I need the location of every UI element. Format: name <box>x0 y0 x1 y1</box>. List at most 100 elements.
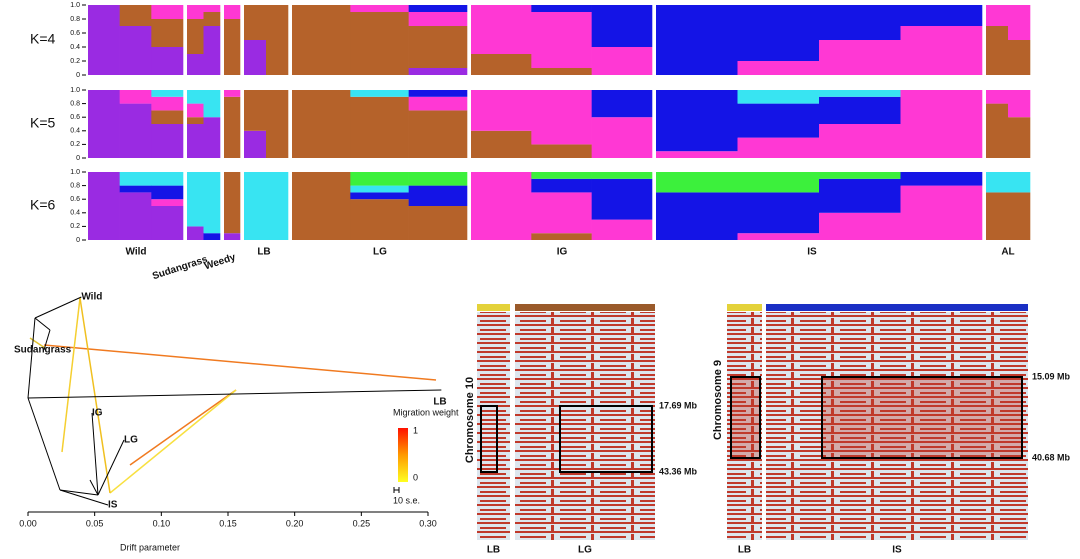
tree-branch <box>89 479 99 496</box>
tree-branch <box>27 317 36 399</box>
ancestry-segment <box>244 130 267 158</box>
ancestry-segment <box>350 185 409 193</box>
ancestry-segment <box>591 117 653 158</box>
tree-branch <box>34 296 82 319</box>
tip-label: LG <box>124 435 138 446</box>
y-tick-label: 0.6 <box>70 196 80 203</box>
chromosome-label: Chromosome 10 <box>464 377 476 463</box>
ancestry-segment <box>591 47 653 75</box>
migration-arrow <box>29 337 46 349</box>
ancestry-segment <box>151 96 184 111</box>
ancestry-segment <box>187 19 204 54</box>
group-bar <box>477 304 510 311</box>
ancestry-segment <box>531 178 592 193</box>
ancestry-segment <box>151 90 184 97</box>
heatmap <box>727 312 762 540</box>
ancestry-segment <box>244 40 267 75</box>
group-bar <box>766 304 1028 311</box>
tree-branch <box>91 412 99 496</box>
ancestry-segment <box>119 192 152 240</box>
ancestry-segment <box>737 90 820 104</box>
ancestry-segment <box>471 5 532 54</box>
legend-gradient <box>398 428 408 482</box>
region-box <box>821 376 1023 459</box>
start-label: 17.69 Mb <box>659 400 698 410</box>
ancestry-segment <box>408 26 468 68</box>
ancestry-segment <box>119 103 152 158</box>
legend-max: 1 <box>413 425 418 435</box>
ancestry-segment <box>408 172 468 186</box>
y-tick-label: 0.2 <box>70 223 80 230</box>
ancestry-segment <box>656 172 738 193</box>
ancestry-segment <box>187 226 204 240</box>
ancestry-segment <box>656 192 738 240</box>
ancestry-segment <box>986 5 1009 26</box>
ancestry-segment <box>408 110 468 158</box>
group-label: Sudangrass <box>151 254 209 282</box>
ancestry-segment <box>408 12 468 26</box>
group-label: LB <box>487 545 500 556</box>
ancestry-segment <box>408 5 468 12</box>
ancestry-segment <box>591 219 653 240</box>
ancestry-segment <box>656 5 738 75</box>
chromosome-label: Chromosome 9 <box>712 360 724 440</box>
migration-arrow <box>129 389 237 466</box>
ancestry-segment <box>244 90 267 131</box>
ancestry-segment <box>819 124 901 158</box>
ancestry-segment <box>119 185 152 193</box>
start-label: 15.09 Mb <box>1032 371 1071 381</box>
ancestry-segment <box>900 5 983 26</box>
tip-label: IG <box>92 408 103 419</box>
ancestry-segment <box>1008 40 1031 75</box>
y-tick-label: 0.8 <box>70 16 80 23</box>
scale-label: 10 s.e. <box>393 495 420 505</box>
tree-branch <box>27 389 442 399</box>
ancestry-segment <box>151 124 184 158</box>
ancestry-segment <box>203 90 221 118</box>
ancestry-segment <box>1008 5 1031 40</box>
ancestry-segment <box>292 5 351 75</box>
ancestry-segment <box>224 96 241 158</box>
ancestry-segment <box>819 178 901 213</box>
group-label: LB <box>257 247 270 258</box>
ancestry-segment <box>408 96 468 111</box>
ancestry-segment <box>819 172 901 179</box>
ancestry-segment <box>203 172 221 234</box>
ancestry-segment <box>471 54 532 75</box>
group-bar <box>515 304 655 311</box>
ancestry-segment <box>531 233 592 240</box>
migration-arrow <box>61 297 81 453</box>
y-tick-label: 0.4 <box>70 44 80 51</box>
ancestry-segment <box>531 12 592 68</box>
group-label: LB <box>738 545 751 556</box>
group-bar <box>727 304 762 311</box>
y-tick-label: 0.6 <box>70 30 80 37</box>
y-tick-label: 0.8 <box>70 100 80 107</box>
ancestry-segment <box>408 185 468 206</box>
group-label: IS <box>807 247 817 258</box>
ancestry-segment <box>471 130 532 158</box>
y-tick-label: 0 <box>76 72 80 79</box>
ancestry-segment <box>292 90 351 158</box>
group-label: LG <box>578 545 592 556</box>
ancestry-segment <box>737 192 820 234</box>
y-tick-label: 0.4 <box>70 128 80 135</box>
ancestry-segment <box>819 96 901 124</box>
ancestry-segment <box>244 172 267 240</box>
x-tick-label: 0.10 <box>153 518 171 528</box>
ancestry-segment <box>203 26 221 75</box>
x-tick-label: 0.00 <box>19 518 37 528</box>
ancestry-segment <box>819 40 901 75</box>
ancestry-segment <box>203 12 221 26</box>
ancestry-segment <box>819 90 901 97</box>
ancestry-segment <box>900 172 983 186</box>
ancestry-segment <box>656 90 738 152</box>
region-box <box>730 376 761 459</box>
group-label: IS <box>892 545 902 556</box>
tree-branch <box>43 329 51 351</box>
ancestry-segment <box>224 19 241 75</box>
ancestry-segment <box>187 124 204 158</box>
ancestry-segment <box>187 103 204 118</box>
ancestry-segment <box>187 90 204 104</box>
